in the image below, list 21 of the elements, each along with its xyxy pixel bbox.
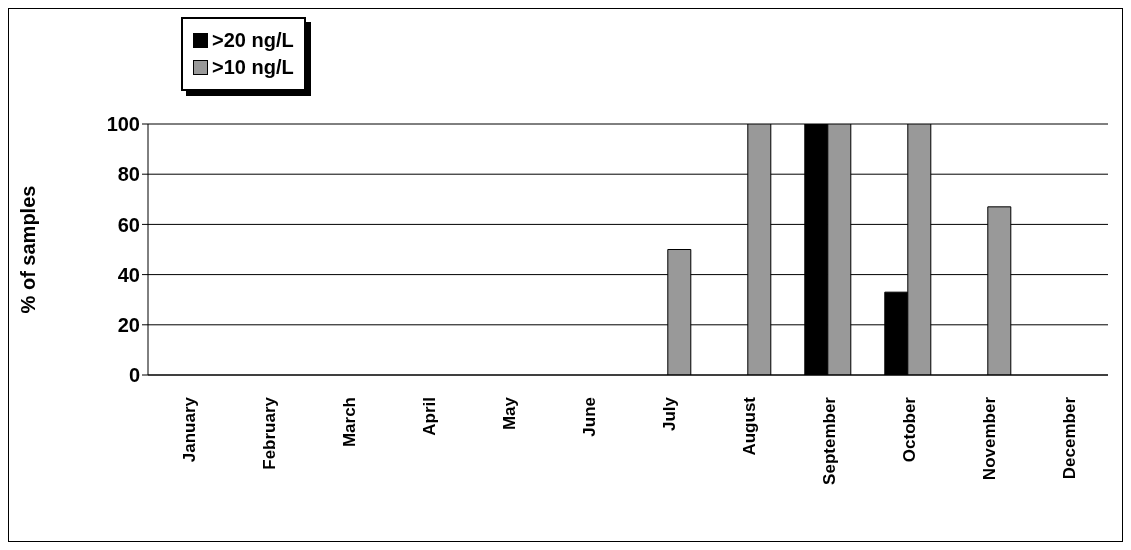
x-tick-label: August [740, 396, 759, 456]
legend-label: >10 ng/L [212, 56, 294, 79]
y-tick-label: 20 [117, 313, 140, 336]
x-tick-label: February [260, 396, 279, 470]
y-tick-label: 60 [117, 213, 140, 236]
x-tick-label: May [500, 396, 519, 431]
x-tick-label: January [180, 396, 199, 463]
legend-label: >20 ng/L [212, 29, 294, 52]
x-tick-label: December [1060, 396, 1079, 480]
y-tick-label: 40 [117, 263, 140, 286]
y-tick-label: 80 [117, 163, 140, 186]
y-tick-label: 100 [106, 113, 140, 136]
y-tick-label: 0 [128, 364, 140, 387]
x-tick-label: October [900, 396, 919, 463]
x-tick-label: July [660, 396, 679, 432]
x-tick-label: November [980, 396, 999, 481]
x-tick-label: September [820, 396, 839, 485]
x-tick-label: June [580, 397, 599, 437]
y-axis-title: % of samples [17, 185, 40, 314]
x-tick-label: April [420, 397, 439, 436]
x-tick-label: March [340, 397, 359, 448]
